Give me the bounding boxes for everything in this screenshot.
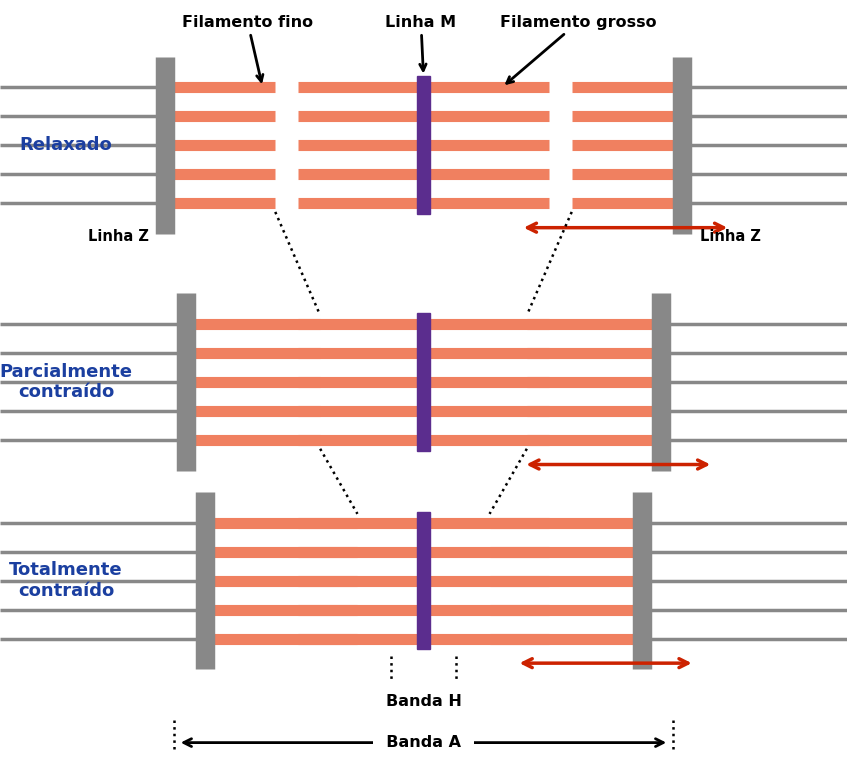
Text: Parcialmente
contraído: Parcialmente contraído bbox=[0, 363, 133, 401]
Text: Filamento fino: Filamento fino bbox=[182, 15, 313, 81]
Text: Totalmente
contraído: Totalmente contraído bbox=[9, 562, 123, 600]
Text: Banda A: Banda A bbox=[375, 735, 472, 750]
Bar bbox=[417, 76, 430, 214]
Text: Relaxado: Relaxado bbox=[19, 136, 113, 154]
Text: Banda H: Banda H bbox=[385, 694, 462, 709]
Text: Linha Z: Linha Z bbox=[700, 229, 761, 244]
Text: Linha Z: Linha Z bbox=[88, 229, 149, 244]
Bar bbox=[417, 313, 430, 451]
Bar bbox=[417, 512, 430, 649]
Text: Linha M: Linha M bbox=[385, 15, 457, 70]
Text: Filamento grosso: Filamento grosso bbox=[500, 15, 656, 83]
